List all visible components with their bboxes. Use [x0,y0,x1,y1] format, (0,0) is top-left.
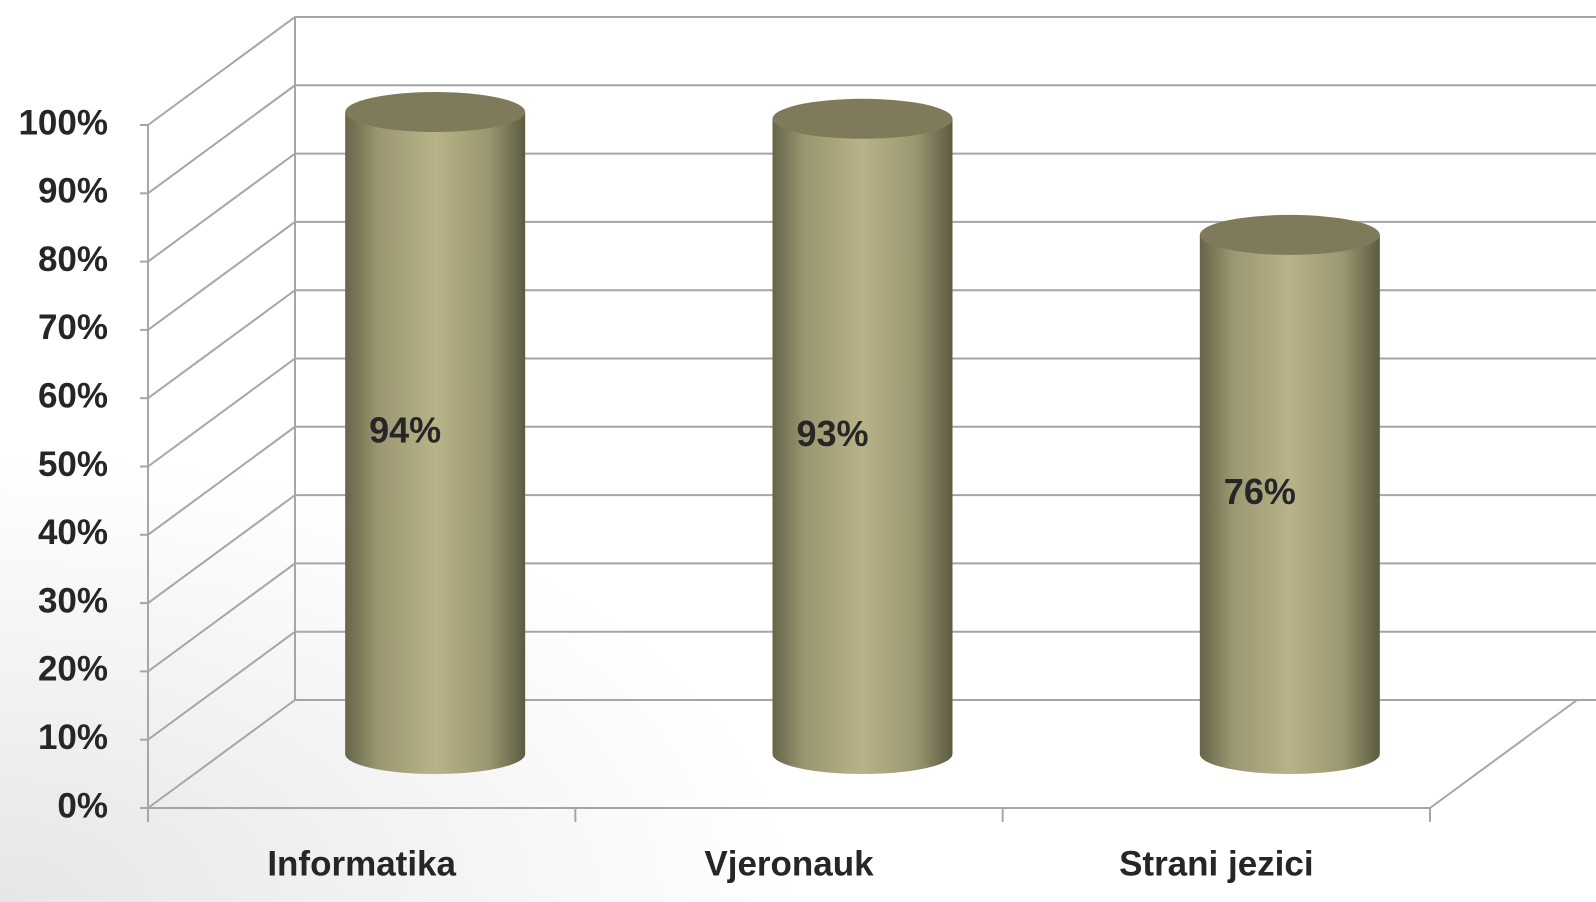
cylinder-top [772,98,953,139]
cylinder [772,98,953,774]
x-tick-label: Strani jezici [1119,844,1314,883]
y-tick-label: 40% [38,513,108,552]
cylinder [345,91,526,775]
y-tick-label: 30% [38,581,108,620]
x-tick-label: Vjeronauk [704,844,874,883]
y-tick-label: 90% [38,172,108,211]
data-label: 93% [796,413,868,454]
cylinder-body [1199,234,1380,775]
x-tick-label: Informatika [267,844,456,883]
cylinder-body [345,111,526,775]
y-tick-label: 100% [18,103,108,142]
y-tick-label: 70% [38,308,108,347]
data-label: 94% [369,410,441,451]
data-label: 76% [1224,471,1296,512]
cylinder-top [1199,214,1380,255]
y-tick-label: 80% [38,240,108,279]
cylinder-top [345,91,526,132]
y-tick-label: 10% [38,718,108,757]
cylinder [1199,214,1380,775]
y-tick-label: 20% [38,650,108,689]
floor-edge [1429,699,1578,809]
cylinder-body [772,118,953,774]
y-tick-label: 60% [38,376,108,415]
y-tick-label: 50% [38,445,108,484]
y-tick-label: 0% [57,786,108,825]
